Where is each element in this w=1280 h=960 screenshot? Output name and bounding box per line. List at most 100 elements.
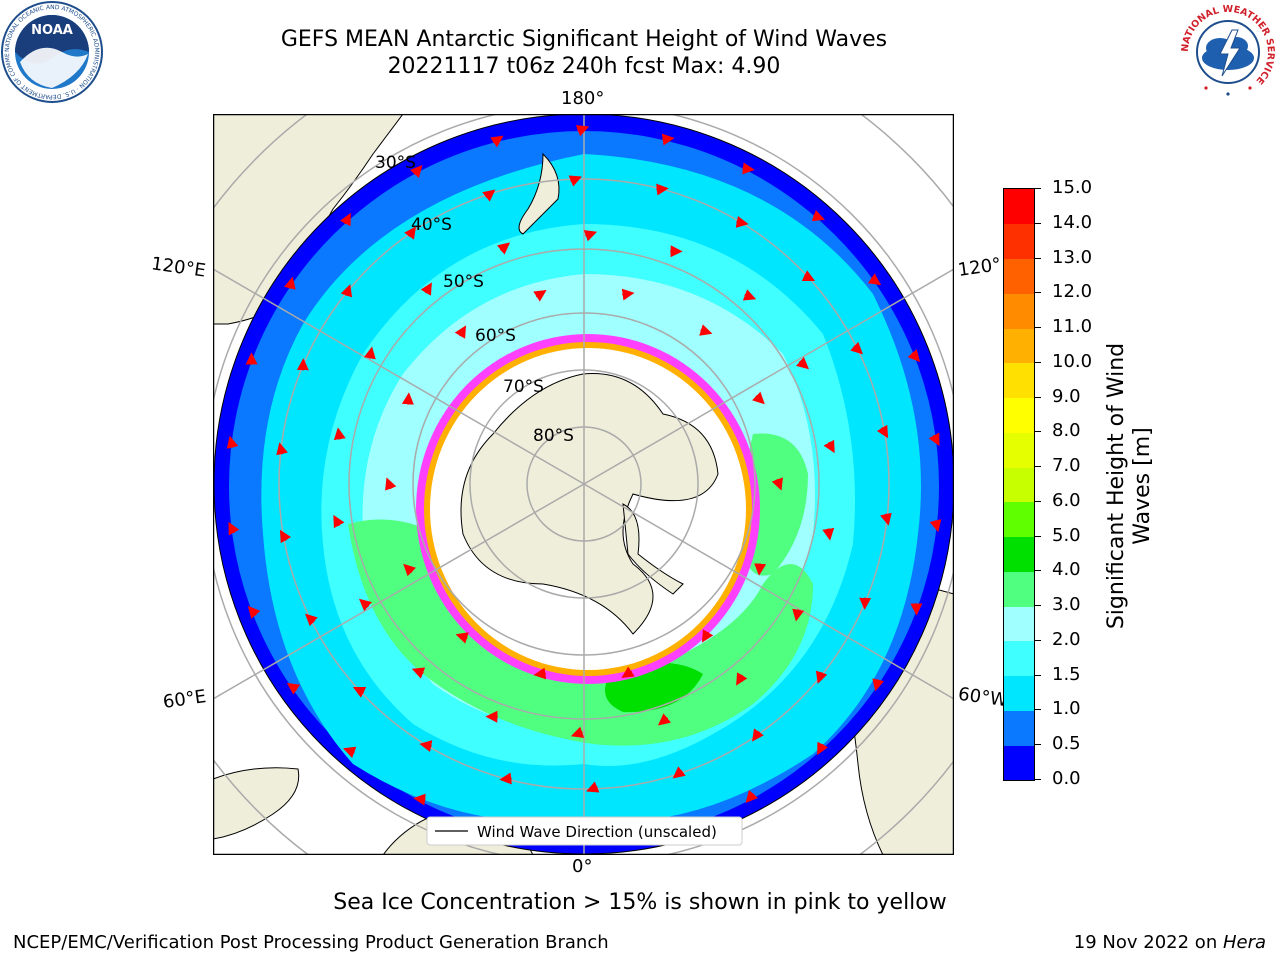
colorbar-segment — [1004, 745, 1034, 781]
wind-wave-arrow — [752, 391, 765, 405]
colorbar-tick-label: 0.0 — [1052, 768, 1081, 789]
colorbar-tick — [1034, 639, 1041, 641]
colorbar-tick — [1034, 222, 1041, 224]
wind-wave-arrow — [699, 324, 713, 336]
colorbar-tick — [1034, 188, 1041, 189]
map-subtitle: 20221117 t06z 240h fcst Max: 4.90 — [387, 54, 781, 79]
wind-wave-arrow — [333, 427, 346, 441]
wind-wave-arrow — [801, 270, 816, 282]
wind-wave-arrow — [811, 209, 825, 222]
wind-wave-arrow — [575, 125, 590, 137]
wind-wave-arrow — [745, 790, 759, 803]
colorbar-tick-label: 1.5 — [1052, 663, 1081, 685]
svg-text:NOAA: NOAA — [31, 23, 73, 38]
colorbar-tick — [1034, 779, 1041, 780]
footer-credit: NCEP/EMC/Verification Post Processing Pr… — [13, 932, 609, 953]
colorbar-tick — [1034, 605, 1041, 607]
wind-wave-arrow — [735, 216, 749, 228]
wind-wave-arrow — [792, 608, 805, 622]
wind-wave-arrow — [754, 563, 767, 576]
sea-ice-caption: Sea Ice Concentration > 15% is shown in … — [333, 890, 947, 915]
colorbar-tick — [1034, 709, 1041, 711]
colorbar-tick-label: 1.0 — [1052, 698, 1081, 720]
colorbar-tick-label: 9.0 — [1052, 385, 1081, 407]
lon-label-120e: 120°E — [149, 253, 207, 282]
wind-wave-arrow — [455, 632, 469, 644]
colorbar — [1003, 188, 1035, 781]
colorbar-tick — [1034, 396, 1041, 398]
wind-wave-arrow — [454, 325, 467, 339]
wind-wave-arrow — [305, 613, 318, 627]
wind-wave-arrow — [929, 519, 942, 533]
wind-wave-arrow — [413, 793, 426, 806]
wind-wave-arrow — [247, 605, 261, 619]
colorbar-tick — [1034, 257, 1041, 259]
colorbar-segment — [1004, 432, 1034, 468]
wind-wave-arrow — [286, 682, 301, 695]
colorbar-tick-label: 13.0 — [1052, 246, 1093, 268]
colorbar-tick — [1034, 292, 1041, 294]
colorbar-segment — [1004, 362, 1034, 399]
colorbar-tick-label: 0.5 — [1052, 733, 1081, 755]
colorbar-segment — [1004, 397, 1034, 433]
wind-wave-arrow — [876, 424, 889, 439]
wind-wave-arrow — [570, 726, 585, 738]
colorbar-tick-label: 7.0 — [1052, 455, 1081, 477]
wind-wave-arrow — [928, 432, 940, 447]
map-legend: Wind Wave Direction (unscaled) — [426, 816, 743, 846]
colorbar-segment — [1004, 467, 1034, 503]
colorbar-segment — [1004, 328, 1034, 364]
wind-wave-arrow — [279, 529, 292, 544]
wind-wave-arrow — [403, 563, 416, 577]
colorbar-segment — [1004, 293, 1034, 329]
colorbar-tick — [1034, 361, 1041, 363]
wind-wave-arrow — [490, 135, 504, 148]
noaa-logo: NATIONAL OCEANIC AND ATMOSPHERIC ADMINIS… — [0, 0, 103, 103]
wind-wave-arrow — [228, 521, 240, 536]
wind-wave-arrow — [363, 346, 376, 360]
colorbar-segment — [1004, 710, 1034, 746]
colorbar-tick-label: 11.0 — [1052, 316, 1093, 338]
colorbar-segment — [1004, 675, 1034, 711]
map-title: GEFS MEAN Antarctic Significant Height o… — [280, 27, 888, 52]
colorbar-segment — [1004, 189, 1034, 225]
wind-wave-arrow — [583, 230, 598, 242]
wind-wave-arrow — [657, 713, 672, 726]
colorbar-tick-label: 14.0 — [1052, 211, 1093, 233]
wind-wave-arrow — [419, 740, 433, 752]
lat-label-80s: 80°S — [533, 426, 574, 446]
colorbar-segment — [1004, 640, 1034, 677]
wind-wave-arrow — [352, 686, 367, 698]
colorbar-ticks: 0.0 0.5 1.0 1.5 2.0 3.0 4.0 5.0 6.0 7.0 8.0 9.0 10.0… — [1034, 179, 1104, 788]
colorbar-tick-label: 6.0 — [1052, 489, 1081, 511]
colorbar-tick-label: 10.0 — [1052, 350, 1093, 372]
wind-wave-arrow — [568, 175, 582, 187]
wind-wave-arrow — [880, 512, 892, 526]
lon-label-60w: 60°W — [956, 683, 1009, 712]
wind-wave-arrow — [867, 273, 882, 286]
lat-label-40s: 40°S — [411, 215, 452, 235]
wind-wave-arrow — [736, 672, 748, 686]
wind-wave-arrow — [276, 442, 288, 456]
wind-wave-arrow — [411, 667, 426, 679]
colorbar-segment — [1004, 571, 1034, 607]
colorbar-tick-label: 15.0 — [1052, 177, 1093, 198]
polar-map: 30°S 40°S 50°S 60°S 70°S 80°S Wind Wave … — [213, 114, 954, 855]
colorbar-tick — [1034, 570, 1041, 572]
wind-wave-arrow — [533, 290, 547, 302]
colorbar-tick-label: 5.0 — [1052, 524, 1081, 546]
colorbar-tick-label: 3.0 — [1052, 594, 1081, 616]
wind-wave-arrow — [742, 289, 757, 301]
svg-text:Wind Wave Direction (unscaled): Wind Wave Direction (unscaled) — [477, 823, 717, 841]
wind-wave-arrow — [482, 189, 496, 202]
colorbar-segment — [1004, 606, 1034, 642]
footer-date: 19 Nov 2022 on Hera — [1073, 932, 1266, 953]
wind-wave-arrow — [343, 746, 357, 759]
lat-label-30s: 30°S — [375, 153, 416, 173]
colorbar-segment — [1004, 258, 1034, 294]
wind-wave-arrow — [401, 392, 414, 405]
wind-wave-arrow — [284, 276, 296, 290]
lat-label-60s: 60°S — [475, 326, 516, 346]
wind-wave-arrow — [621, 666, 635, 678]
wind-wave-arrow — [661, 133, 675, 146]
